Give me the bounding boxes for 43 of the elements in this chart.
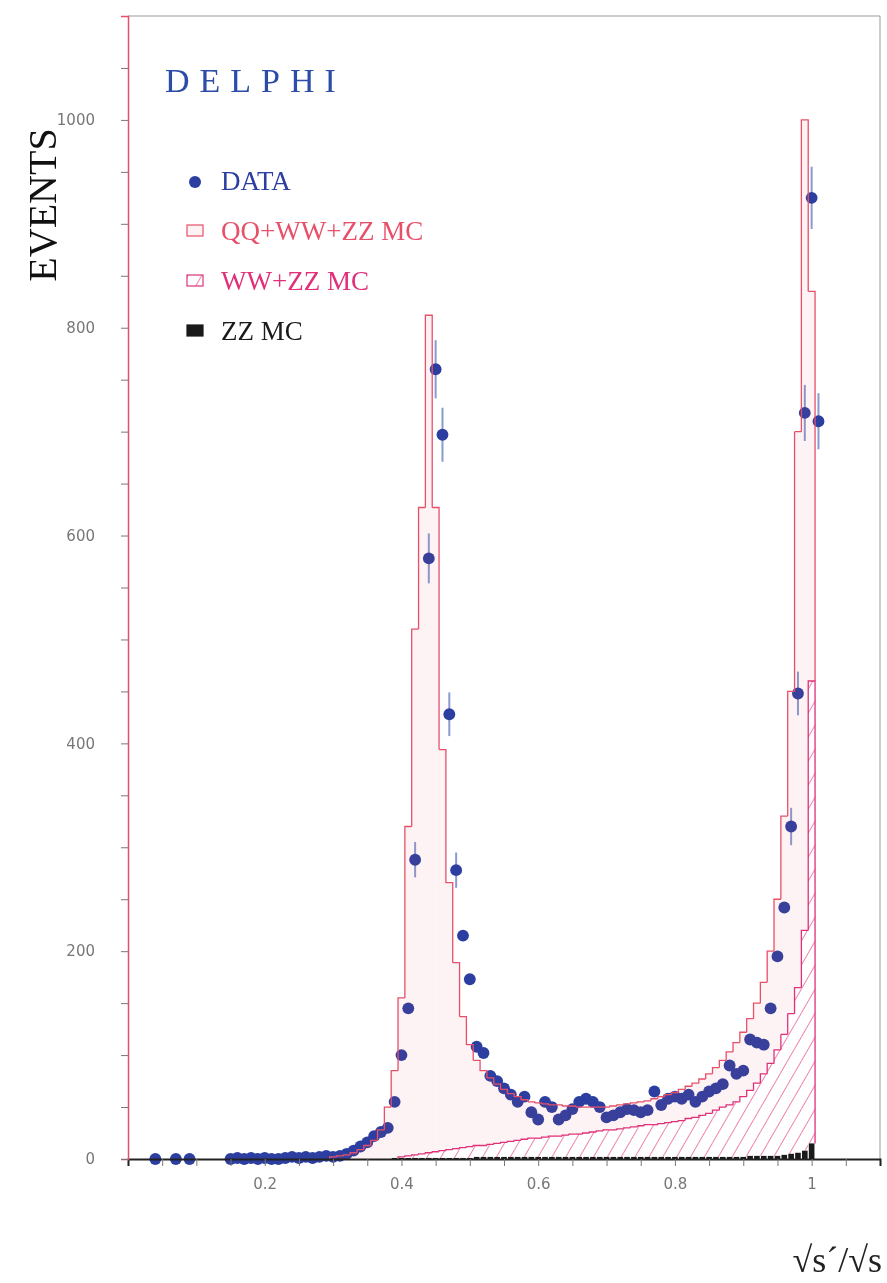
x-tick-label: 0.4 bbox=[390, 1174, 414, 1193]
bar bbox=[780, 815, 789, 1035]
y-tick-label: 1000 bbox=[56, 111, 95, 130]
bar bbox=[800, 119, 809, 932]
bar bbox=[705, 1073, 714, 1114]
x-tick-label: 0.2 bbox=[253, 1174, 278, 1193]
bar bbox=[773, 898, 782, 1051]
text: DELPHI bbox=[165, 62, 346, 99]
bar bbox=[554, 1104, 563, 1137]
bar bbox=[766, 950, 775, 1065]
legend-label: DATA bbox=[221, 166, 292, 196]
y-tick-label: 800 bbox=[66, 319, 95, 338]
bar bbox=[534, 1102, 543, 1139]
bar bbox=[787, 690, 796, 1015]
bar bbox=[684, 1085, 693, 1120]
legend-label: QQ+WW+ZZ MC bbox=[221, 216, 424, 246]
y-tick-label: 0 bbox=[85, 1150, 95, 1169]
bar bbox=[527, 1101, 536, 1139]
bar bbox=[657, 1096, 666, 1125]
x-tick-label: 0.8 bbox=[663, 1174, 688, 1193]
bar bbox=[718, 1059, 727, 1108]
x-tick-label: 0.6 bbox=[526, 1174, 551, 1193]
bar bbox=[568, 1105, 577, 1135]
bar bbox=[390, 1070, 399, 1159]
bar bbox=[725, 1051, 734, 1106]
legend-label: ZZ MC bbox=[221, 316, 303, 346]
y-tick-label: 400 bbox=[66, 734, 95, 753]
x-tick-label: 1 bbox=[807, 1174, 817, 1193]
y-tick-label: 600 bbox=[66, 526, 95, 545]
bar bbox=[807, 290, 816, 682]
bar bbox=[383, 1106, 392, 1160]
bar bbox=[397, 997, 406, 1158]
legend-label: WW+ZZ MC bbox=[221, 266, 369, 296]
y-tick-label: 200 bbox=[66, 942, 95, 961]
bar bbox=[698, 1078, 707, 1117]
bar bbox=[404, 825, 413, 1157]
y-axis-title: EVENTS bbox=[20, 128, 65, 282]
x-axis-title: √s´/√s bbox=[792, 1240, 882, 1280]
bar bbox=[732, 1041, 741, 1103]
bar bbox=[561, 1105, 570, 1136]
bar bbox=[691, 1082, 700, 1119]
bar bbox=[746, 1018, 755, 1092]
bar bbox=[739, 1031, 748, 1098]
